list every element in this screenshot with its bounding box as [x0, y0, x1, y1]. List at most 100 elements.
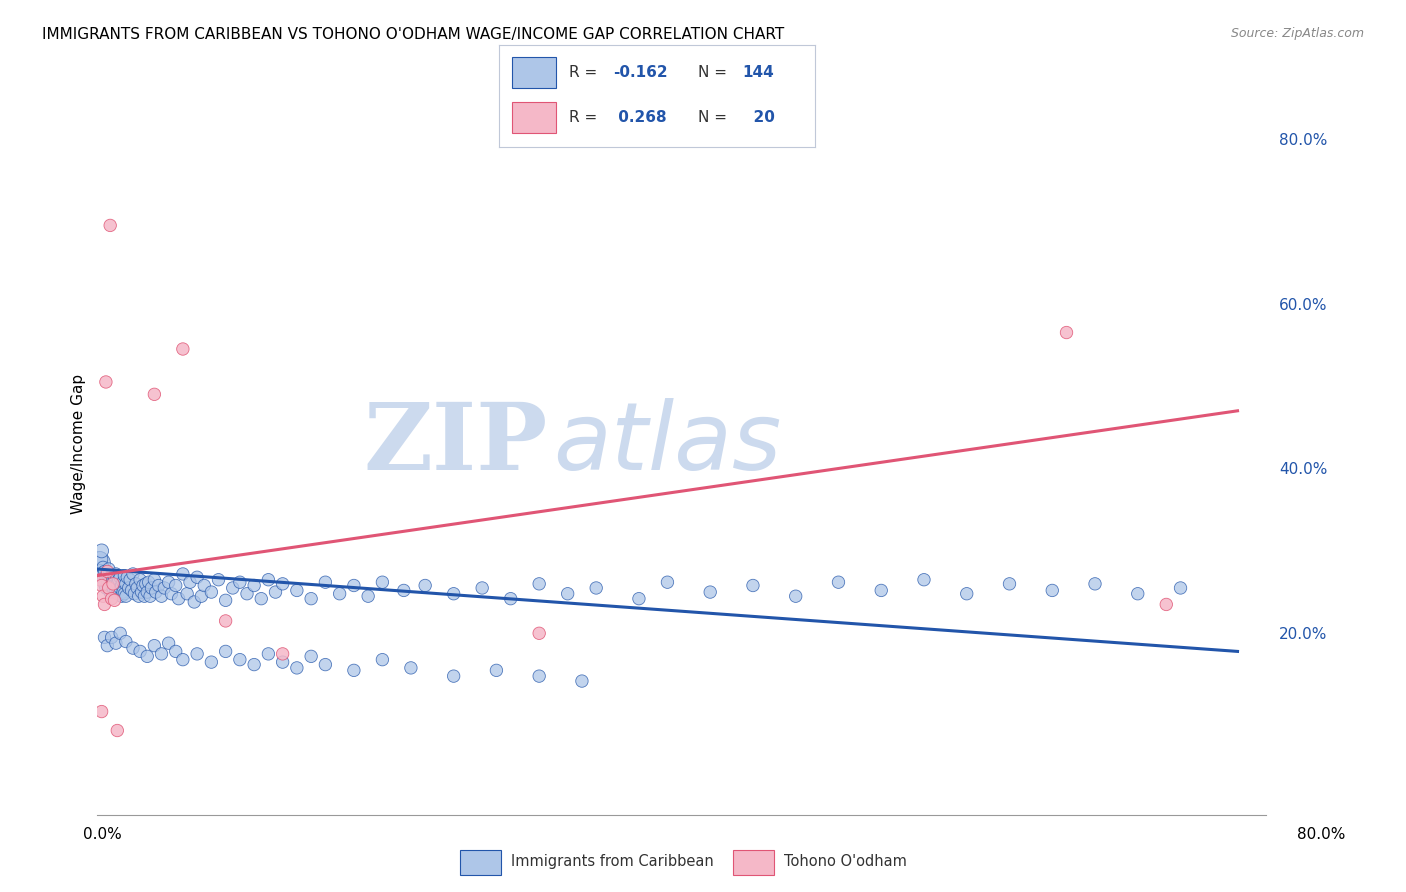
Point	[557, 587, 579, 601]
Point	[129, 573, 152, 587]
Point	[183, 595, 205, 609]
Point	[193, 578, 215, 592]
Point	[115, 589, 138, 603]
Point	[153, 581, 176, 595]
Point	[165, 578, 187, 592]
Point	[111, 585, 134, 599]
Point	[243, 578, 266, 592]
Point	[91, 589, 114, 603]
Point	[485, 664, 508, 678]
Point	[343, 578, 366, 592]
Point	[132, 578, 155, 592]
Point	[357, 589, 380, 603]
Point	[136, 585, 159, 599]
Point	[214, 614, 236, 628]
Point	[371, 653, 394, 667]
FancyBboxPatch shape	[460, 850, 501, 875]
Point	[90, 578, 112, 592]
Point	[271, 577, 294, 591]
Point	[207, 573, 229, 587]
Point	[96, 639, 118, 653]
Point	[299, 591, 322, 606]
Point	[131, 585, 153, 599]
Point	[571, 674, 593, 689]
Point	[1154, 598, 1177, 612]
Point	[443, 587, 465, 601]
FancyBboxPatch shape	[734, 850, 773, 875]
Point	[112, 568, 135, 582]
Point	[89, 573, 111, 587]
Point	[97, 562, 120, 576]
Text: 0.268: 0.268	[613, 110, 666, 125]
Point	[89, 552, 111, 566]
Point	[101, 573, 124, 587]
Point	[90, 544, 112, 558]
Point	[343, 664, 366, 678]
Point	[100, 568, 122, 582]
Point	[135, 577, 157, 591]
Point	[285, 583, 308, 598]
Point	[229, 653, 252, 667]
Point	[1040, 583, 1063, 598]
Point	[499, 591, 522, 606]
Point	[97, 578, 120, 592]
Text: Tohono O'odham: Tohono O'odham	[785, 855, 907, 869]
Point	[870, 583, 893, 598]
Point	[112, 587, 135, 601]
Point	[90, 568, 112, 582]
Point	[176, 587, 198, 601]
Point	[110, 578, 132, 592]
Text: N =: N =	[699, 110, 733, 125]
Text: Source: ZipAtlas.com: Source: ZipAtlas.com	[1230, 27, 1364, 40]
Point	[1056, 326, 1078, 340]
Point	[527, 577, 550, 591]
Point	[128, 589, 150, 603]
Point	[100, 577, 122, 591]
Point	[97, 581, 120, 595]
Point	[785, 589, 807, 603]
Point	[399, 661, 422, 675]
Text: Immigrants from Caribbean: Immigrants from Caribbean	[510, 855, 713, 869]
Point	[139, 589, 162, 603]
Point	[104, 583, 127, 598]
Point	[827, 575, 849, 590]
Point	[117, 570, 139, 584]
Point	[186, 647, 208, 661]
Point	[236, 587, 259, 601]
Point	[94, 570, 117, 584]
Point	[413, 578, 436, 592]
Point	[108, 626, 131, 640]
Point	[271, 647, 294, 661]
Point	[134, 589, 156, 603]
Point	[190, 589, 212, 603]
Point	[250, 591, 273, 606]
Point	[165, 644, 187, 658]
Point	[264, 585, 287, 599]
Point	[89, 565, 111, 579]
Point	[94, 581, 117, 595]
Point	[91, 560, 114, 574]
Point	[657, 575, 679, 590]
Point	[110, 589, 132, 603]
Point	[443, 669, 465, 683]
Point	[329, 587, 352, 601]
Point	[98, 573, 121, 587]
Point	[1084, 577, 1107, 591]
Point	[956, 587, 979, 601]
Point	[150, 589, 173, 603]
Point	[94, 375, 117, 389]
Point	[108, 581, 131, 595]
Point	[115, 634, 138, 648]
Point	[125, 577, 148, 591]
Point	[243, 657, 266, 672]
Text: 20: 20	[742, 110, 775, 125]
Point	[145, 585, 167, 599]
Point	[314, 657, 336, 672]
Point	[299, 649, 322, 664]
Text: N =: N =	[699, 65, 733, 79]
Point	[1170, 581, 1192, 595]
Point	[172, 342, 194, 356]
Point	[172, 566, 194, 581]
Point	[127, 581, 149, 595]
Point	[699, 585, 721, 599]
